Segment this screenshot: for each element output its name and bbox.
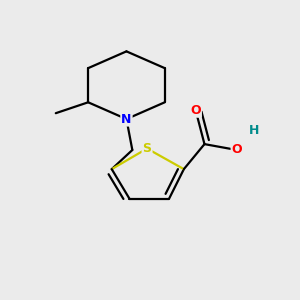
Text: S: S bbox=[142, 142, 152, 155]
Text: O: O bbox=[232, 143, 242, 157]
Text: H: H bbox=[249, 124, 260, 137]
Text: N: N bbox=[121, 112, 132, 126]
Text: O: O bbox=[190, 104, 201, 117]
